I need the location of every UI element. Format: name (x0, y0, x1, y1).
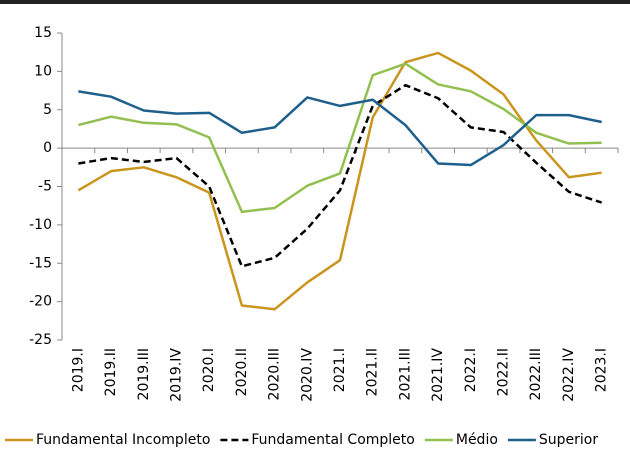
x-tick-label: 2022.IV (561, 348, 577, 402)
y-tick-label: -25 (29, 332, 52, 348)
line-series (78, 62, 602, 214)
legend-label: Médio (456, 432, 498, 448)
y-tick-label: 15 (34, 25, 52, 41)
y-tick-label: -15 (29, 255, 52, 271)
line-series (78, 83, 603, 268)
x-tick-label: 2022.II (496, 348, 512, 396)
x-tick-label: 2021.II (365, 348, 381, 396)
x-tick-label: 2019.IV (168, 348, 184, 402)
x-tick-label: 2019.II (103, 348, 119, 396)
x-tick-label: 2020.III (267, 348, 283, 400)
legend-label: Superior (539, 432, 598, 448)
legend-label: Fundamental Incompleto (36, 432, 210, 448)
y-tick-label: 10 (34, 63, 52, 79)
x-tick-label: 2021.III (397, 348, 413, 400)
y-tick-label: 5 (43, 102, 52, 118)
x-tick-label: 2021.IV (430, 348, 446, 402)
x-tick-label: 2019.I (70, 348, 86, 392)
y-tick-label: -10 (29, 217, 52, 233)
line-series (77, 51, 602, 311)
line-series (78, 90, 602, 167)
y-tick-label: -20 (29, 294, 52, 310)
x-tick-label: 2021.I (332, 348, 348, 392)
x-tick-label: 2023.I (594, 348, 610, 392)
x-tick-label: 2020.IV (299, 348, 315, 402)
x-tick-label: 2020.I (201, 348, 217, 392)
x-tick-label: 2020.II (234, 348, 250, 396)
x-tick-label: 2022.III (528, 348, 544, 400)
x-tick-label: 2022.I (463, 348, 479, 392)
legend-label: Fundamental Completo (251, 432, 414, 448)
y-tick-label: -5 (38, 179, 52, 195)
top-border (0, 0, 630, 4)
x-tick-label: 2019.III (136, 348, 152, 400)
y-tick-label: 0 (43, 140, 52, 156)
